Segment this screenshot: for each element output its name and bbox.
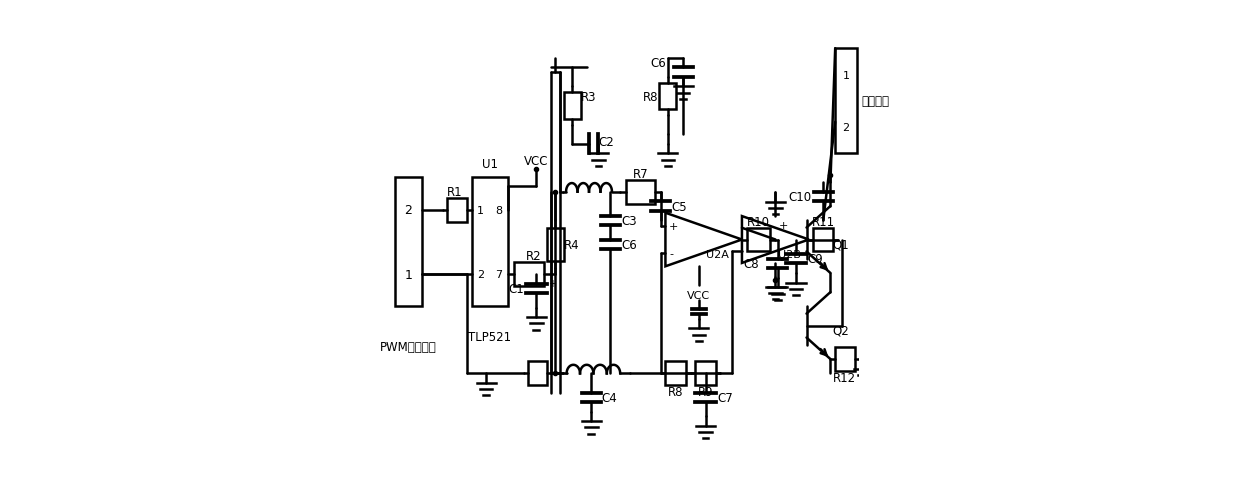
Text: R10: R10 <box>748 215 770 228</box>
Text: R7: R7 <box>632 168 649 180</box>
Text: R1: R1 <box>448 185 463 198</box>
Text: R12: R12 <box>833 371 857 384</box>
Text: R2: R2 <box>526 250 542 263</box>
Text: C1: C1 <box>508 282 525 295</box>
Text: 2: 2 <box>404 204 413 216</box>
Text: C3: C3 <box>621 215 636 228</box>
Bar <box>515 263 544 287</box>
Text: R9: R9 <box>698 385 713 398</box>
Text: C6: C6 <box>621 238 636 251</box>
Text: C6: C6 <box>651 57 666 70</box>
Text: C10: C10 <box>789 191 811 204</box>
Text: R8: R8 <box>642 90 658 103</box>
Text: +: + <box>548 278 556 288</box>
Text: 输出接口: 输出接口 <box>862 95 889 108</box>
Text: 7: 7 <box>495 270 502 279</box>
Text: C2: C2 <box>599 136 614 149</box>
Text: Q1: Q1 <box>833 238 849 251</box>
Bar <box>626 180 655 204</box>
Bar <box>448 198 467 222</box>
Text: U1: U1 <box>481 158 497 171</box>
Bar <box>696 362 715 385</box>
Text: U2B: U2B <box>777 250 801 260</box>
Bar <box>528 362 547 385</box>
Text: C5: C5 <box>672 200 687 213</box>
Bar <box>746 228 770 252</box>
Bar <box>665 362 686 385</box>
Bar <box>813 228 833 252</box>
Bar <box>471 178 507 307</box>
Bar <box>563 93 580 120</box>
Text: 1: 1 <box>477 205 484 215</box>
Text: -: - <box>779 254 784 264</box>
Text: 2: 2 <box>477 270 485 279</box>
Text: +: + <box>670 222 678 232</box>
Text: C8: C8 <box>743 257 759 270</box>
Text: VCC: VCC <box>687 290 711 300</box>
Bar <box>660 84 677 110</box>
Text: TLP521: TLP521 <box>469 331 511 344</box>
Text: +: + <box>779 221 789 231</box>
Text: C7: C7 <box>717 391 733 404</box>
Text: R11: R11 <box>812 215 835 228</box>
Text: R4: R4 <box>564 238 579 251</box>
Text: C4: C4 <box>601 391 618 404</box>
Text: 1: 1 <box>404 268 413 281</box>
Text: R3: R3 <box>580 90 596 103</box>
Text: 1: 1 <box>842 71 849 80</box>
Text: R8: R8 <box>667 385 683 398</box>
Text: 2: 2 <box>842 123 849 133</box>
Text: C9: C9 <box>807 252 822 265</box>
Text: -: - <box>670 248 673 258</box>
Bar <box>835 348 854 371</box>
Text: Q2: Q2 <box>833 324 849 337</box>
Text: PWM输入接口: PWM输入接口 <box>379 340 436 353</box>
Bar <box>836 49 857 154</box>
Bar <box>396 178 422 307</box>
Bar <box>547 228 564 262</box>
Text: U2A: U2A <box>706 250 729 260</box>
Text: VCC: VCC <box>525 154 548 167</box>
Text: 8: 8 <box>495 205 502 215</box>
